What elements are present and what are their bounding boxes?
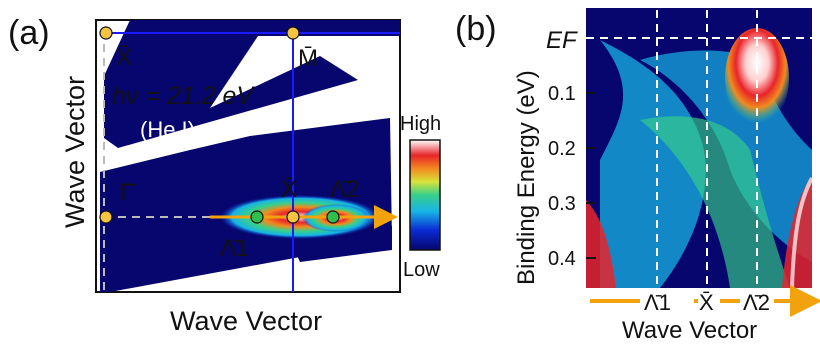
ef-label: EF [546, 27, 578, 54]
m-bar-label: M̄ [298, 45, 318, 72]
panel-a: (a) Wave Vector Wave Vector X̄ M̄ Γ̄ [8, 14, 441, 336]
x-bar-top-point [99, 26, 113, 40]
colorbar-low-label: Low [403, 259, 440, 281]
colorbar [409, 139, 441, 251]
colorbar-high-label: High [400, 113, 441, 135]
hot-edge-right-core [790, 177, 814, 289]
lambda1-point [250, 210, 264, 224]
x-bar-axis-label: X̄ [699, 290, 714, 315]
lambda2-axis-label: Λ̄2 [743, 290, 770, 315]
y-tick-label: 0.4 [548, 248, 576, 270]
lambda2-label: Λ̄2 [330, 176, 359, 203]
lambda1-label: Λ̄1 [220, 235, 249, 262]
m-bar-point [286, 26, 300, 40]
photon-energy-label: hν = 21.2 eV [112, 82, 255, 110]
y-tick-label: 0.1 [548, 83, 576, 105]
gamma-bar-label: Γ̄ [120, 179, 137, 206]
gamma-bar-point [99, 210, 113, 224]
panel-b-y-axis-label: Binding Energy (eV) [513, 70, 540, 285]
upper-measured-region [104, 20, 400, 148]
panel-b-label: (b) [455, 10, 497, 48]
panel-a-x-axis-label: Wave Vector [170, 306, 322, 336]
spectrum-hotspot [725, 28, 789, 128]
y-tick-label: 0.3 [548, 193, 576, 215]
hot-edge-left [586, 200, 616, 288]
panel-b-x-axis-label: Wave Vector [622, 317, 757, 344]
y-tick-label: 0.2 [548, 138, 576, 160]
panel-a-label: (a) [8, 14, 50, 52]
panel-a-y-axis-label: Wave Vector [60, 76, 90, 228]
band-middle [640, 116, 790, 288]
panel-b: (b) Binding Energy (eV) EF 0.1 0.2 0.3 0… [455, 8, 820, 344]
lambda1-axis-label: Λ̄1 [644, 290, 671, 315]
x-bar-label: X̄ [281, 176, 297, 203]
lower-tail-region [290, 226, 392, 262]
x-bar-point [286, 210, 300, 224]
source-label: (He I) [140, 117, 195, 142]
band-left [600, 40, 706, 288]
x-bar-top-label: X̄ [116, 44, 132, 71]
lambda2-point [326, 210, 340, 224]
y-ticks [586, 92, 596, 259]
